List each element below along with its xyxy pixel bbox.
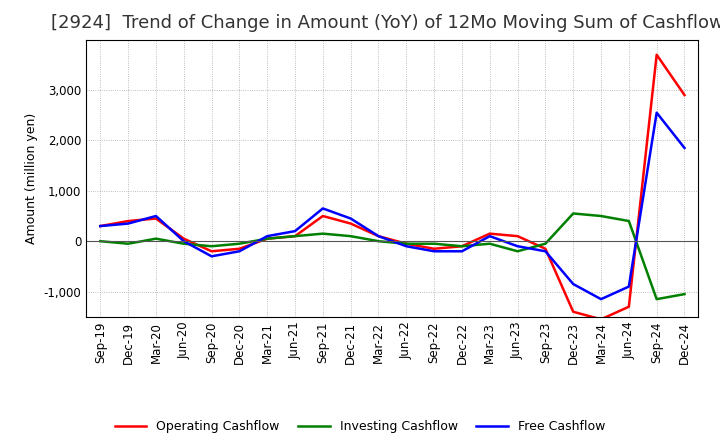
Investing Cashflow: [207, 244, 216, 249]
Title: [2924]  Trend of Change in Amount (YoY) of 12Mo Moving Sum of Cashflows: [2924] Trend of Change in Amount (YoY) o…: [51, 15, 720, 33]
Investing Cashflow: [96, 238, 104, 244]
Operating Cashflow: [513, 234, 522, 239]
Line: Operating Cashflow: Operating Cashflow: [100, 55, 685, 319]
Operating Cashflow: [680, 92, 689, 98]
Investing Cashflow: [402, 241, 410, 246]
Legend: Operating Cashflow, Investing Cashflow, Free Cashflow: Operating Cashflow, Investing Cashflow, …: [110, 415, 610, 438]
Operating Cashflow: [402, 241, 410, 246]
Operating Cashflow: [569, 309, 577, 315]
Operating Cashflow: [485, 231, 494, 236]
Operating Cashflow: [652, 52, 661, 57]
Free Cashflow: [291, 228, 300, 234]
Investing Cashflow: [485, 241, 494, 246]
Free Cashflow: [485, 234, 494, 239]
Investing Cashflow: [652, 297, 661, 302]
Free Cashflow: [124, 221, 132, 226]
Free Cashflow: [152, 213, 161, 219]
Investing Cashflow: [513, 249, 522, 254]
Free Cashflow: [430, 249, 438, 254]
Investing Cashflow: [458, 244, 467, 249]
Free Cashflow: [374, 234, 383, 239]
Investing Cashflow: [680, 291, 689, 297]
Free Cashflow: [652, 110, 661, 115]
Line: Investing Cashflow: Investing Cashflow: [100, 213, 685, 299]
Free Cashflow: [207, 254, 216, 259]
Operating Cashflow: [179, 236, 188, 241]
Investing Cashflow: [263, 236, 271, 241]
Free Cashflow: [96, 224, 104, 229]
Investing Cashflow: [291, 234, 300, 239]
Free Cashflow: [318, 206, 327, 211]
Operating Cashflow: [374, 234, 383, 239]
Operating Cashflow: [430, 246, 438, 251]
Free Cashflow: [346, 216, 355, 221]
Investing Cashflow: [235, 241, 243, 246]
Operating Cashflow: [624, 304, 633, 309]
Free Cashflow: [541, 249, 550, 254]
Operating Cashflow: [458, 244, 467, 249]
Investing Cashflow: [346, 234, 355, 239]
Operating Cashflow: [291, 234, 300, 239]
Investing Cashflow: [152, 236, 161, 241]
Free Cashflow: [624, 284, 633, 289]
Y-axis label: Amount (million yen): Amount (million yen): [25, 113, 38, 244]
Free Cashflow: [402, 244, 410, 249]
Investing Cashflow: [624, 218, 633, 224]
Operating Cashflow: [235, 246, 243, 251]
Line: Free Cashflow: Free Cashflow: [100, 113, 685, 299]
Free Cashflow: [263, 234, 271, 239]
Investing Cashflow: [124, 241, 132, 246]
Free Cashflow: [458, 249, 467, 254]
Operating Cashflow: [207, 249, 216, 254]
Operating Cashflow: [346, 221, 355, 226]
Operating Cashflow: [124, 218, 132, 224]
Operating Cashflow: [597, 317, 606, 322]
Operating Cashflow: [318, 213, 327, 219]
Free Cashflow: [513, 244, 522, 249]
Operating Cashflow: [541, 246, 550, 251]
Operating Cashflow: [263, 236, 271, 241]
Investing Cashflow: [597, 213, 606, 219]
Investing Cashflow: [179, 241, 188, 246]
Investing Cashflow: [318, 231, 327, 236]
Free Cashflow: [179, 238, 188, 244]
Investing Cashflow: [430, 241, 438, 246]
Free Cashflow: [235, 249, 243, 254]
Free Cashflow: [569, 282, 577, 287]
Free Cashflow: [680, 145, 689, 150]
Investing Cashflow: [541, 241, 550, 246]
Free Cashflow: [597, 297, 606, 302]
Investing Cashflow: [374, 238, 383, 244]
Investing Cashflow: [569, 211, 577, 216]
Operating Cashflow: [152, 216, 161, 221]
Operating Cashflow: [96, 224, 104, 229]
